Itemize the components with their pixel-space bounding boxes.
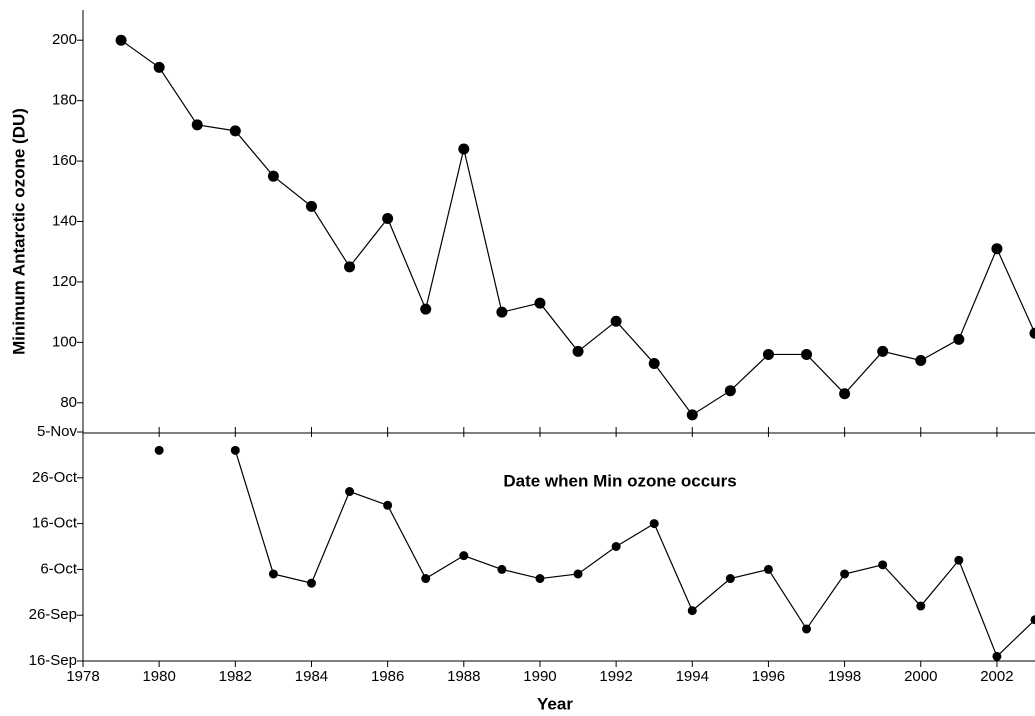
data-point [916,601,926,611]
y-tick-label: 5-Nov [37,423,78,440]
data-point [573,569,583,579]
data-line [234,450,1035,658]
y-tick-label: 26-Sep [29,606,77,623]
data-point [497,564,507,574]
data-point [991,243,1003,255]
y-tick-label: 6-Oct [40,560,78,577]
data-point [154,445,164,455]
data-point [687,606,697,616]
x-tick-label: 1978 [66,668,99,685]
x-tick-label: 1996 [752,668,785,685]
data-point [992,651,1002,661]
y-tick-label: 120 [52,273,77,290]
y-tick-label: 26-Oct [32,469,78,486]
data-point [306,578,316,588]
data-point [762,348,774,360]
data-point [801,348,813,360]
y-tick-label: 80 [60,394,77,411]
data-point [724,385,736,397]
data-point [915,354,927,366]
data-point [345,487,355,497]
data-point [572,345,584,357]
data-point [649,519,659,529]
x-axis-label: Year [537,694,573,713]
data-line [120,39,1035,416]
data-point [535,574,545,584]
x-tick-label: 1980 [142,668,175,685]
data-point [878,560,888,570]
x-tick-label: 1990 [523,668,556,685]
data-point [839,388,851,400]
data-point [191,119,203,131]
data-point [229,125,241,137]
annotation: Date when Min ozone occurs [503,471,736,490]
y-tick-label: 16-Sep [29,652,77,669]
data-point [115,34,127,46]
data-point [686,409,698,421]
y-tick-label: 180 [52,92,77,109]
data-point [763,564,773,574]
data-point [1030,615,1035,625]
y-tick-label: 16-Oct [32,515,78,532]
y-tick-label: 100 [52,333,77,350]
y-tick-label: 160 [52,152,77,169]
x-tick-label: 1988 [447,668,480,685]
data-point [458,143,470,155]
data-point [610,315,622,327]
data-point [420,303,432,315]
data-point [840,569,850,579]
data-point [648,358,660,370]
x-tick-label: 1982 [219,668,252,685]
y-tick-label: 140 [52,212,77,229]
data-point [1029,327,1035,339]
x-tick-label: 1986 [371,668,404,685]
x-tick-label: 2002 [980,668,1013,685]
data-point [382,212,394,224]
x-tick-label: 1984 [295,668,328,685]
data-point [268,569,278,579]
data-point [496,306,508,318]
x-tick-label: 1994 [676,668,709,685]
x-tick-label: 1998 [828,668,861,685]
data-point [534,297,546,309]
data-point [954,555,964,565]
x-tick-label: 2000 [904,668,937,685]
data-point [230,445,240,455]
data-point [459,551,469,561]
data-point [725,574,735,584]
data-point [877,345,889,357]
data-point [953,333,965,345]
data-point [383,500,393,510]
x-tick-label: 1992 [599,668,632,685]
data-point [153,61,165,73]
data-point [421,574,431,584]
data-point [305,200,317,212]
data-point [267,170,279,182]
data-point [611,542,621,551]
data-point [802,624,812,634]
y-tick-label: 200 [52,31,77,48]
data-point [344,261,356,273]
y-axis-label: Minimum Antarctic ozone (DU) [9,108,28,355]
